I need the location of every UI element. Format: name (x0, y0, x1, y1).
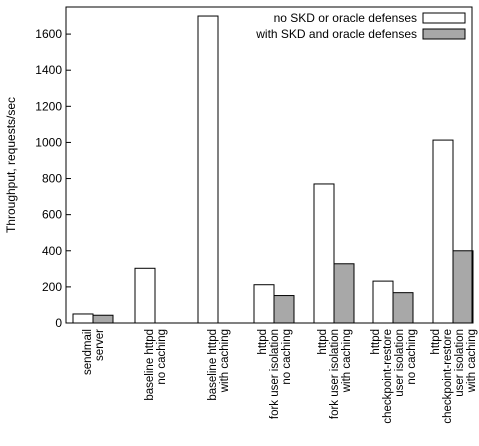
x-category-label: with caching (466, 329, 478, 393)
x-category-label: user isolation (454, 329, 466, 397)
x-category-label: no caching (406, 329, 418, 385)
x-category-label: sendmail (82, 329, 94, 375)
x-category-label: httpd (257, 329, 269, 355)
bar-series2-1 (92, 314, 114, 324)
x-axis-category-labels: sendmail server baseline httpd no caching ba… (82, 318, 478, 424)
x-category-label: no caching (281, 329, 293, 385)
y-tick-label: 1200 (35, 99, 62, 113)
bar-series2-5 (333, 263, 355, 324)
x-category-label: no caching (156, 329, 168, 385)
bar-series1-5 (313, 183, 335, 324)
x-category-label: user isolation (394, 329, 406, 397)
bar-series2-6 (392, 292, 414, 324)
x-category-label: httpd (317, 329, 329, 355)
y-tick-label: 1400 (35, 63, 62, 77)
bar-series1-1 (72, 313, 94, 324)
bar-series1-4 (253, 284, 275, 324)
x-category-label: baseline httpd (207, 329, 219, 401)
bar-series1-2 (134, 267, 156, 324)
y-tick-label: 0 (55, 316, 62, 330)
bar-series1-6 (372, 280, 394, 324)
y-tick-label: 1600 (35, 27, 62, 41)
y-tick-label: 400 (42, 244, 62, 258)
y-tick-label: 200 (42, 280, 62, 294)
legend-label-2: with SKD and oracle defenses (255, 27, 417, 41)
x-category-label: httpd (370, 329, 382, 355)
plot-frame (65, 6, 473, 324)
legend-swatch-2 (422, 28, 466, 40)
x-category-label: with caching (341, 329, 353, 393)
y-axis-label: Throughput, requests/sec (4, 97, 18, 233)
x-category-label: fork user isolation (329, 329, 341, 419)
y-tick-label: 600 (42, 208, 62, 222)
bar-series2-4 (273, 295, 295, 324)
y-tick-label: 800 (42, 172, 62, 186)
x-category-label: baseline httpd (144, 329, 156, 401)
legend-swatch-1 (422, 12, 466, 24)
x-category-label: server (94, 329, 106, 361)
y-tick-label: 1000 (35, 135, 62, 149)
x-category-label: fork user isolation (269, 329, 281, 419)
bar-series1-7 (432, 139, 454, 324)
x-category-label: checkpoint-restore (442, 329, 454, 424)
legend: no SKD or oracle defenses with SKD and or… (255, 11, 466, 41)
bar-series2-7 (452, 250, 474, 324)
x-category-label: httpd (430, 329, 442, 355)
x-category-label: checkpoint-restore (382, 329, 394, 424)
bar-series1-3 (197, 15, 219, 324)
x-category-label: with caching (219, 329, 231, 393)
bars (72, 15, 474, 324)
legend-label-1: no SKD or oracle defenses (274, 11, 417, 25)
y-axis-ticks: 0 200 400 600 800 1000 1200 1400 1600 (35, 27, 71, 330)
